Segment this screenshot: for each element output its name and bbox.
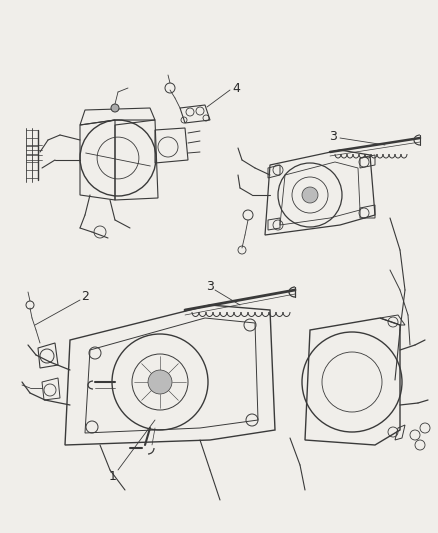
Circle shape	[301, 187, 317, 203]
Text: 3: 3	[328, 130, 336, 142]
Text: 4: 4	[232, 82, 240, 94]
Text: 1: 1	[109, 471, 117, 483]
Text: 2: 2	[81, 290, 89, 303]
Circle shape	[148, 370, 172, 394]
Circle shape	[111, 104, 119, 112]
Text: 3: 3	[205, 280, 213, 294]
